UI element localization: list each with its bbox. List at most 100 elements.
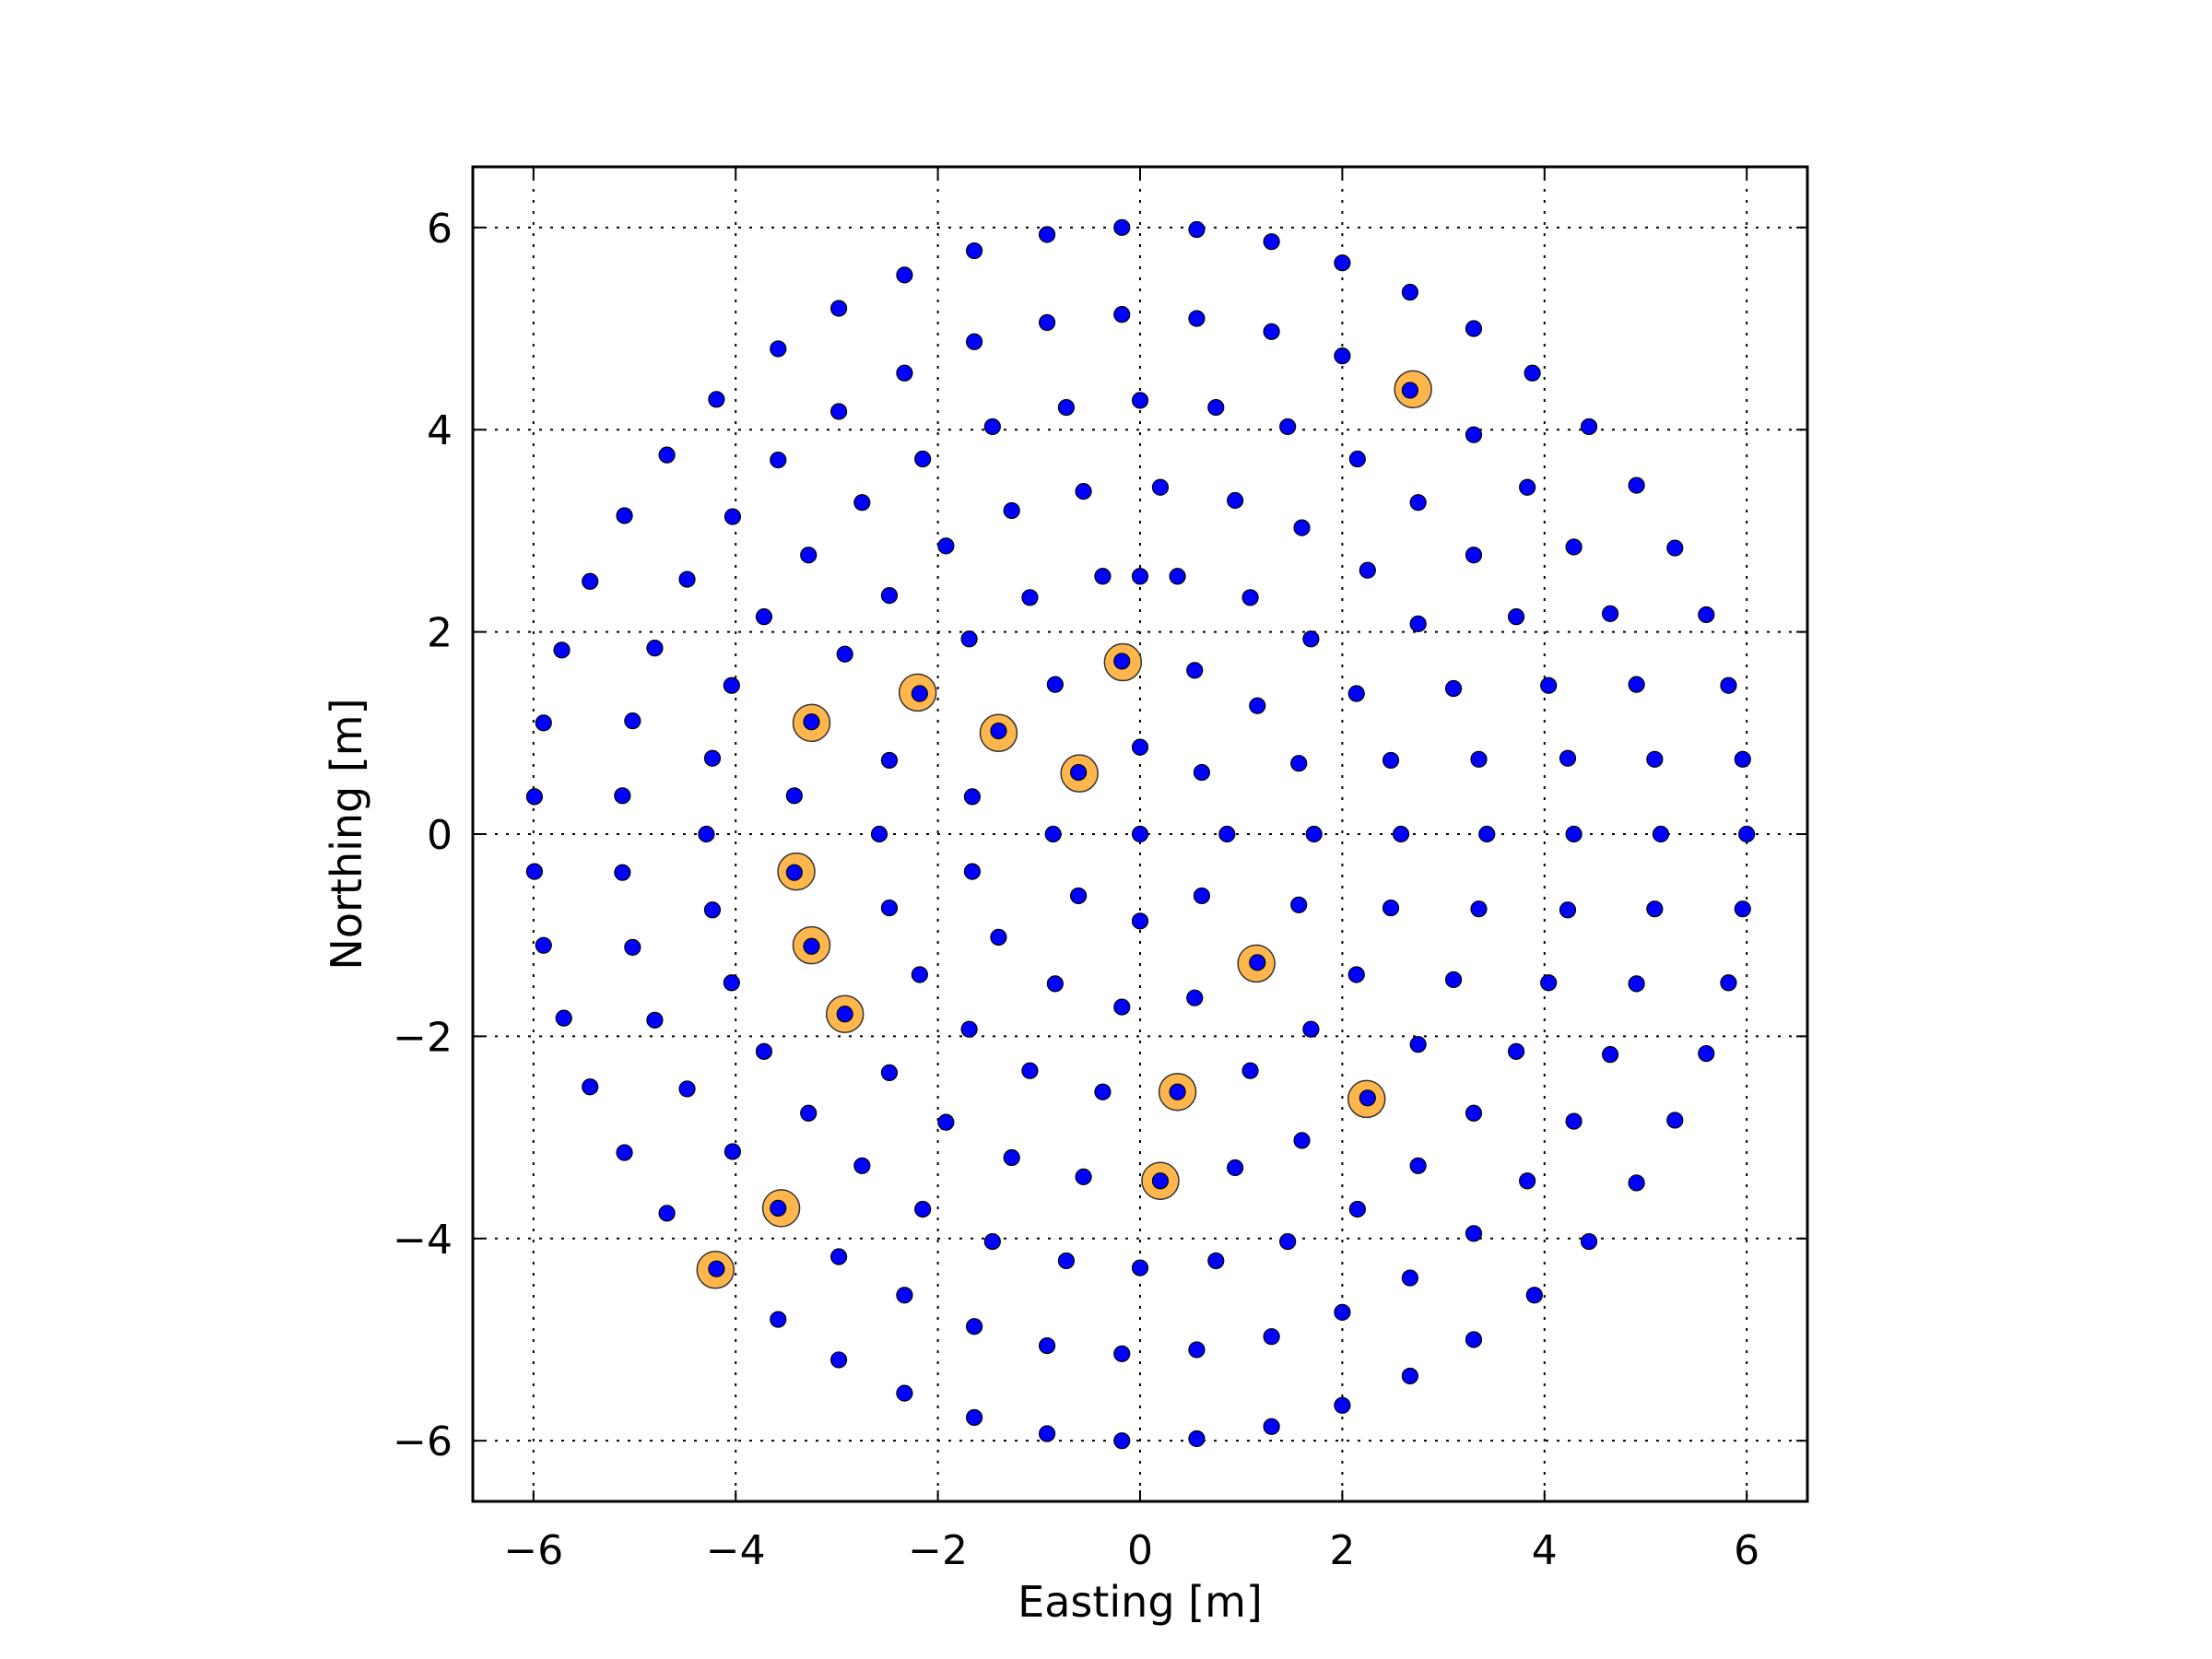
antenna-point	[770, 340, 787, 358]
antenna-point	[1666, 1112, 1684, 1129]
x-tick-label: −4	[706, 1527, 766, 1574]
x-tick-label: 0	[1127, 1527, 1153, 1574]
antenna-point	[1347, 966, 1365, 983]
antenna-point	[1409, 494, 1427, 512]
antenna-point	[1382, 751, 1400, 770]
antenna-point	[960, 1020, 978, 1038]
antenna-point	[1507, 608, 1525, 626]
antenna-point	[616, 1144, 633, 1161]
antenna-point	[555, 1009, 572, 1027]
antenna-point	[1131, 392, 1149, 409]
antenna-point	[553, 641, 571, 659]
antenna-point	[708, 1260, 725, 1277]
antenna-point	[678, 1080, 696, 1098]
antenna-point	[1519, 478, 1536, 496]
antenna-point	[836, 1006, 853, 1023]
antenna-point	[1227, 1159, 1244, 1177]
antenna-point	[880, 587, 899, 605]
antenna-point	[1131, 912, 1149, 930]
antenna-point	[1698, 606, 1715, 624]
antenna-point	[624, 938, 641, 956]
antenna-point	[911, 966, 928, 983]
antenna-point	[614, 864, 631, 881]
x-tick-label: −2	[908, 1527, 968, 1574]
antenna-point	[1334, 347, 1351, 365]
antenna-point	[914, 450, 932, 468]
antenna-point	[708, 391, 725, 408]
antenna-point	[1305, 825, 1323, 843]
antenna-point	[1734, 900, 1751, 918]
antenna-point	[1094, 568, 1112, 585]
antenna-point	[1293, 519, 1311, 536]
antenna-point	[1470, 750, 1488, 768]
antenna-point	[800, 547, 818, 564]
antenna-point	[770, 1199, 787, 1217]
antenna-point	[1131, 1259, 1149, 1277]
antenna-point	[1334, 1303, 1351, 1321]
antenna-point	[658, 1205, 676, 1222]
antenna-point	[1044, 825, 1062, 843]
antenna-point	[1113, 1345, 1131, 1362]
antenna-point	[1186, 662, 1204, 679]
antenna-point	[1038, 1425, 1056, 1442]
antenna-point	[1249, 954, 1266, 971]
antenna-point	[880, 751, 899, 770]
y-tick-label: 4	[427, 407, 453, 454]
antenna-point	[1113, 218, 1131, 236]
antenna-point	[836, 645, 853, 663]
antenna-point	[937, 537, 955, 555]
antenna-point	[1465, 426, 1483, 443]
antenna-point	[1580, 1232, 1598, 1251]
antenna-point	[1601, 605, 1619, 622]
antenna-point	[896, 1384, 913, 1402]
antenna-point	[1113, 1432, 1131, 1450]
antenna-point	[1279, 418, 1297, 436]
antenna-point	[1038, 1336, 1056, 1355]
antenna-point	[880, 1064, 899, 1081]
antenna-point	[1003, 1148, 1020, 1167]
antenna-point	[1347, 685, 1365, 702]
antenna-point	[1470, 900, 1488, 918]
antenna-point	[1131, 825, 1149, 843]
antenna-point	[1249, 697, 1266, 714]
antenna-point	[1021, 589, 1039, 606]
antenna-point	[1401, 1269, 1418, 1287]
antenna-point	[830, 1351, 848, 1369]
antenna-point	[1057, 1252, 1076, 1270]
antenna-point	[1652, 825, 1670, 843]
antenna-point	[1188, 220, 1206, 239]
axis-ticks: −6 −4 −2 0 2 4 6 −6 −4 −2 0 2 4 6	[393, 167, 1807, 1574]
antenna-point	[853, 494, 871, 512]
antenna-point	[1075, 1168, 1092, 1185]
antenna-point	[646, 640, 664, 657]
antenna-point	[698, 825, 715, 843]
antenna-point	[723, 974, 740, 992]
antenna-point	[703, 749, 722, 767]
antenna-point	[937, 1113, 955, 1131]
antenna-point	[983, 1232, 1001, 1251]
antenna-point	[990, 723, 1007, 740]
antenna-point	[1188, 1341, 1206, 1359]
antenna-point	[770, 452, 787, 469]
antenna-point	[1188, 1430, 1206, 1448]
antenna-point	[1046, 676, 1064, 693]
antenna-point	[1359, 561, 1376, 579]
antenna-point	[1075, 483, 1092, 500]
y-tick-label: −4	[393, 1217, 453, 1264]
antenna-point	[1540, 974, 1558, 992]
antenna-point	[785, 864, 803, 881]
x-tick-label: 6	[1734, 1527, 1759, 1574]
antenna-point	[1302, 1020, 1320, 1038]
antenna-point	[800, 1104, 818, 1122]
antenna-point	[1094, 1083, 1112, 1100]
antenna-point	[1151, 1172, 1170, 1190]
antenna-point	[1392, 825, 1410, 843]
antenna-point	[965, 1318, 983, 1335]
antenna-point	[1524, 364, 1541, 382]
antenna-point	[582, 572, 599, 590]
antenna-point	[911, 685, 928, 702]
antenna-point	[914, 1200, 932, 1218]
antenna-point	[1734, 750, 1751, 768]
antenna-point	[1038, 313, 1056, 332]
antenna-point	[1601, 1046, 1619, 1064]
